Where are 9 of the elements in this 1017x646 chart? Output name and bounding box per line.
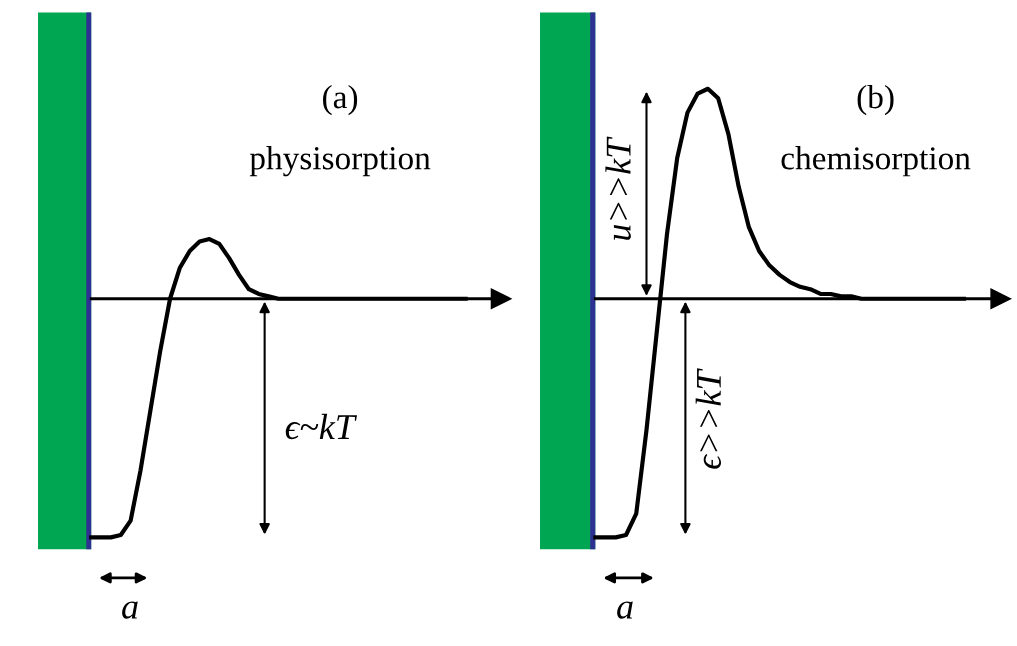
text: chemisorption xyxy=(781,146,971,177)
annotation: u>>kT xyxy=(605,136,631,240)
text: a xyxy=(122,601,138,619)
annotation: ϵ~kT xyxy=(285,413,358,440)
chart-title: (a) xyxy=(323,84,358,116)
annotation: ϵ>>kT xyxy=(695,368,722,469)
chart-title: (b) xyxy=(857,84,894,116)
text: a xyxy=(617,601,633,619)
chart-subtitle: physisorption xyxy=(249,146,431,177)
